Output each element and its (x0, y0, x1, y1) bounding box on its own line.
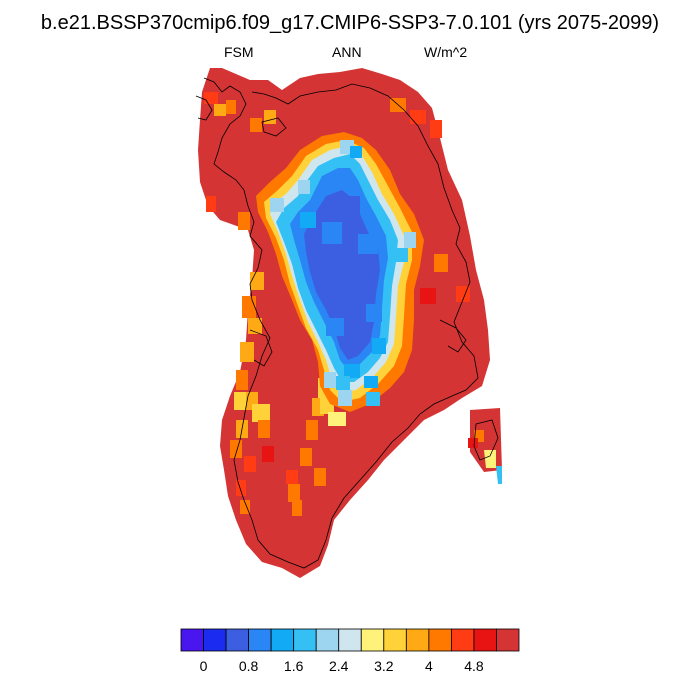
colorbar-box (293, 628, 317, 652)
variable-label: FSM (224, 44, 254, 60)
colorbar-labels: 0 0.8 1.6 2.4 3.2 4 4.8 (200, 658, 484, 674)
interior-low-values (270, 140, 416, 406)
colorbar-box (383, 628, 407, 652)
margin-band (204, 92, 484, 516)
colorbar-box (315, 628, 340, 652)
coastline (195, 77, 499, 569)
colorbar-box (270, 628, 295, 652)
colorbar-box (248, 628, 272, 652)
colorbar-box (203, 628, 227, 652)
colorbar-tick-label: 1.6 (284, 658, 304, 674)
season-label: ANN (332, 44, 362, 60)
colorbar-box (496, 628, 520, 652)
colorbar-box (405, 628, 430, 652)
colorbar-box (225, 628, 249, 652)
plot-title: b.e21.BSSP370cmip6.f09_g17.CMIP6-SSP3-7.… (40, 12, 660, 34)
colorbar-tick-label: 0 (200, 658, 208, 674)
colorbar-boxes (180, 628, 520, 652)
units-label: W/m^2 (424, 44, 468, 60)
colorbar-tick-label: 2.4 (329, 658, 349, 674)
colorbar-box (450, 628, 475, 652)
colorbar-box (338, 628, 362, 652)
colorbar-tick-label: 4.8 (464, 658, 484, 674)
colorbar-box (473, 628, 497, 652)
colorbar-tick-label: 4 (425, 658, 433, 674)
colorbar-tick-label: 0.8 (239, 658, 259, 674)
colorbar-box (428, 628, 452, 652)
colorbar-box (360, 628, 385, 652)
colorbar-box (180, 628, 204, 652)
colorbar-tick-label: 3.2 (374, 658, 394, 674)
